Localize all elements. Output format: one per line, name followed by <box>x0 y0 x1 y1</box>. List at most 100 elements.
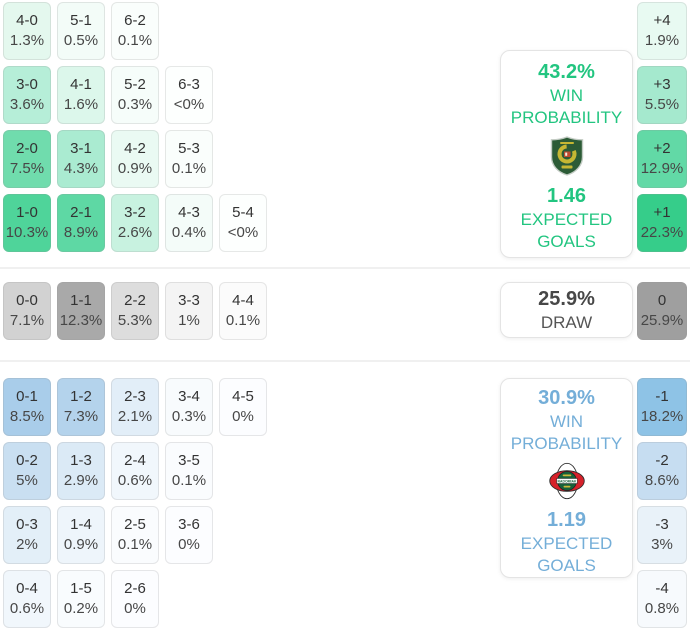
score-cell: 3-6 0% <box>165 506 213 564</box>
goal-diff-cell-label: +4 <box>653 12 671 29</box>
score-cell-percentage: 2.1% <box>117 408 153 425</box>
score-cell-label: 4-3 <box>178 204 200 221</box>
score-cell-label: 1-0 <box>16 204 38 221</box>
score-cell-label: 0-2 <box>16 452 38 469</box>
score-cell-percentage: 0.5% <box>63 32 99 49</box>
score-cell: 3-3 1% <box>165 282 213 340</box>
score-cell: 2-2 5.3% <box>111 282 159 340</box>
score-cell-label: 4-2 <box>124 140 146 157</box>
score-cell-label: 4-4 <box>232 292 254 309</box>
score-cell-percentage: 0.3% <box>171 408 207 425</box>
score-cell: 3-4 0.3% <box>165 378 213 436</box>
score-cell-label: 5-2 <box>124 76 146 93</box>
score-cell: 6-3 <0% <box>165 66 213 124</box>
score-cell-percentage: 7.1% <box>9 312 45 329</box>
goal-diff-cell-percentage: 12.9% <box>640 160 684 177</box>
score-cell-label: 2-6 <box>124 580 146 597</box>
score-cell-label: 4-1 <box>70 76 92 93</box>
away-expected-goals-label: EXPECTED GOALS <box>520 534 613 575</box>
score-cell: 3-5 0.1% <box>165 442 213 500</box>
goal-diff-cell: -1 18.2% <box>637 378 687 436</box>
score-cell-label: 2-3 <box>124 388 146 405</box>
score-cell-label: 6-3 <box>178 76 200 93</box>
score-cell-percentage: 1.3% <box>9 32 45 49</box>
away-team-crest-icon: RADOMIAK <box>548 462 585 500</box>
goal-diff-cell-percentage: 0.8% <box>644 600 680 617</box>
score-cell-percentage: 4.3% <box>63 160 99 177</box>
section-divider <box>0 360 690 362</box>
goal-diff-cell: -4 0.8% <box>637 570 687 628</box>
score-cell-label: 6-2 <box>124 12 146 29</box>
score-cell-percentage: 8.5% <box>9 408 45 425</box>
score-cell: 2-5 0.1% <box>111 506 159 564</box>
score-cell: 4-0 1.3% <box>3 2 51 60</box>
score-cell-label: 5-3 <box>178 140 200 157</box>
score-cell-percentage: 0.3% <box>117 96 153 113</box>
away-win-percentage: 30.9% <box>538 387 595 409</box>
goal-diff-cell: -2 8.6% <box>637 442 687 500</box>
score-cell-label: 1-3 <box>70 452 92 469</box>
score-cell-percentage: 0.4% <box>171 224 207 241</box>
section-divider <box>0 267 690 269</box>
home-expected-goals-value: 1.46 <box>547 185 586 207</box>
score-cell-label: 1-2 <box>70 388 92 405</box>
score-cell: 4-2 0.9% <box>111 130 159 188</box>
goal-diff-cell-percentage: 5.5% <box>644 96 680 113</box>
draw-percentage: 25.9% <box>538 288 595 310</box>
goal-diff-cell-percentage: 22.3% <box>640 224 684 241</box>
score-cell-label: 0-4 <box>16 580 38 597</box>
score-cell-label: 3-2 <box>124 204 146 221</box>
home-win-panel: 43.2% WIN PROBABILITY 1.46 EXPECTED GOAL… <box>500 50 633 258</box>
goal-diff-cell-percentage: 8.6% <box>644 472 680 489</box>
score-cell-percentage: 1.6% <box>63 96 99 113</box>
score-cell-percentage: <0% <box>227 224 259 241</box>
score-cell-percentage: <0% <box>173 96 205 113</box>
score-cell: 1-5 0.2% <box>57 570 105 628</box>
goal-diff-cell: +3 5.5% <box>637 66 687 124</box>
score-cell: 2-6 0% <box>111 570 159 628</box>
score-cell: 0-0 7.1% <box>3 282 51 340</box>
goal-diff-cell-label: -2 <box>655 452 669 469</box>
away-expected-goals-value: 1.19 <box>547 509 586 531</box>
goal-diff-cell-percentage: 25.9% <box>640 312 684 329</box>
home-win-label: WIN PROBABILITY <box>510 86 623 127</box>
home-win-percentage: 43.2% <box>538 61 595 83</box>
score-cell-percentage: 0.1% <box>171 472 207 489</box>
score-cell: 2-3 2.1% <box>111 378 159 436</box>
score-cell: 1-2 7.3% <box>57 378 105 436</box>
score-cell-label: 2-1 <box>70 204 92 221</box>
goal-diff-cell-label: +3 <box>653 76 671 93</box>
score-cell-percentage: 0.9% <box>117 160 153 177</box>
score-cell: 1-0 10.3% <box>3 194 51 252</box>
score-cell-percentage: 10.3% <box>5 224 49 241</box>
score-cell: 0-1 8.5% <box>3 378 51 436</box>
score-cell-label: 5-4 <box>232 204 254 221</box>
score-cell-percentage: 0% <box>178 536 200 553</box>
score-cell: 5-4 <0% <box>219 194 267 252</box>
score-cell-percentage: 3.6% <box>9 96 45 113</box>
goal-diff-cell-label: -1 <box>655 388 669 405</box>
goal-diff-cell-percentage: 3% <box>651 536 673 553</box>
score-cell-label: 3-5 <box>178 452 200 469</box>
goal-diff-cell-label: -4 <box>655 580 669 597</box>
score-cell: 1-3 2.9% <box>57 442 105 500</box>
score-cell: 3-1 4.3% <box>57 130 105 188</box>
score-cell: 1-4 0.9% <box>57 506 105 564</box>
goal-diff-cell: +4 1.9% <box>637 2 687 60</box>
score-cell: 5-2 0.3% <box>111 66 159 124</box>
goal-diff-cell-label: 0 <box>657 292 667 309</box>
goal-diff-cell-percentage: 1.9% <box>644 32 680 49</box>
score-cell-label: 4-5 <box>232 388 254 405</box>
score-cell-percentage: 7.5% <box>9 160 45 177</box>
score-cell-label: 2-2 <box>124 292 146 309</box>
score-cell-percentage: 0.6% <box>117 472 153 489</box>
score-cell-label: 3-6 <box>178 516 200 533</box>
score-cell-label: 3-0 <box>16 76 38 93</box>
home-expected-goals-label: EXPECTED GOALS <box>520 210 613 251</box>
score-cell-label: 3-1 <box>70 140 92 157</box>
score-cell-percentage: 5% <box>16 472 38 489</box>
score-cell: 5-3 0.1% <box>165 130 213 188</box>
score-cell-percentage: 0.9% <box>63 536 99 553</box>
score-cell-percentage: 0.1% <box>171 160 207 177</box>
goal-diff-cell: 0 25.9% <box>637 282 687 340</box>
